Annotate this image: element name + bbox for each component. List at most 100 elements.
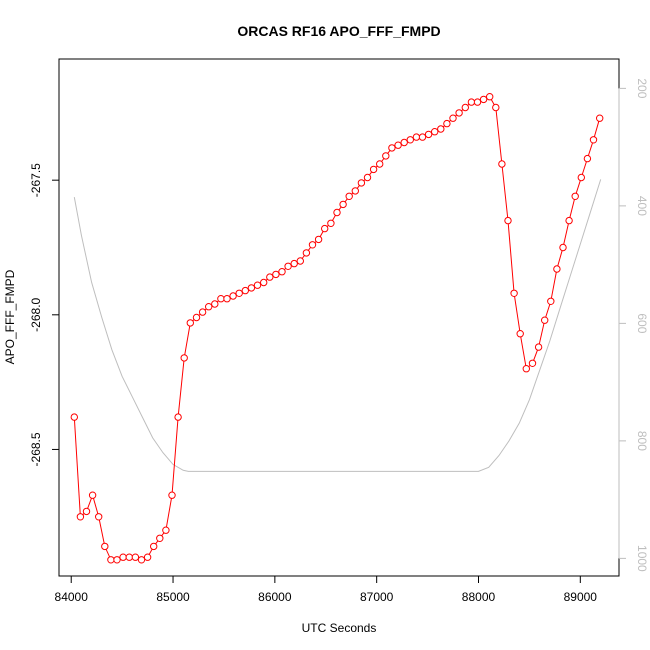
- data-point: [101, 542, 109, 551]
- main-series-layer: [70, 93, 604, 564]
- data-point: [241, 286, 250, 295]
- data-point: [583, 154, 592, 163]
- data-point: [406, 136, 414, 144]
- data-point: [400, 138, 408, 147]
- data-point: [412, 133, 421, 141]
- data-point: [229, 292, 237, 300]
- data-point: [376, 160, 384, 168]
- data-point: [290, 259, 298, 268]
- data-point: [150, 542, 158, 551]
- data-point: [205, 303, 213, 311]
- y-axis: -268.5 -268.0 -267.5: [29, 163, 60, 466]
- data-point: [461, 103, 469, 112]
- data-point: [528, 359, 537, 367]
- data-point: [541, 316, 549, 324]
- data-point: [162, 526, 170, 534]
- data-point: [260, 278, 268, 287]
- data-point: [333, 208, 341, 217]
- data-point: [137, 556, 146, 564]
- data-point: [186, 319, 195, 327]
- right-y-tick-label: 1000: [635, 545, 649, 572]
- data-point: [553, 265, 561, 273]
- data-point: [467, 98, 476, 106]
- data-point: [211, 300, 219, 308]
- right-y-tick-label: 600: [635, 313, 649, 333]
- data-point: [95, 513, 103, 521]
- data-point: [156, 534, 164, 542]
- data-point: [473, 98, 482, 106]
- right-y-tick-label: 200: [635, 78, 649, 98]
- data-point: [431, 128, 439, 136]
- right-y-axis: 200 400 600 800 1000: [618, 78, 649, 572]
- data-point: [357, 179, 366, 187]
- data-point: [308, 241, 317, 249]
- data-point: [388, 144, 396, 152]
- data-point: [321, 224, 329, 233]
- data-point: [131, 553, 140, 561]
- secondary-series-layer: [73, 179, 602, 472]
- x-tick-label: 84000: [55, 590, 89, 604]
- data-point: [143, 553, 152, 561]
- data-point: [76, 513, 85, 521]
- data-point: [266, 273, 274, 281]
- data-point: [168, 491, 176, 499]
- data-point: [394, 141, 402, 149]
- x-axis-label: UTC Seconds: [302, 621, 377, 635]
- data-point: [345, 192, 353, 201]
- data-point: [565, 216, 573, 225]
- data-point: [351, 187, 359, 195]
- data-point: [418, 133, 427, 141]
- data-point: [198, 308, 207, 316]
- data-point: [284, 262, 292, 270]
- x-tick-label: 89000: [564, 590, 598, 604]
- x-tick-label: 87000: [360, 590, 394, 604]
- data-point: [70, 413, 79, 421]
- chart-title: ORCAS RF16 APO_FFF_FMPD: [237, 23, 440, 39]
- data-point: [596, 114, 604, 122]
- data-point: [547, 297, 555, 305]
- y-tick-label: -268.0: [29, 297, 43, 331]
- data-point: [589, 136, 598, 144]
- data-point: [247, 284, 256, 292]
- data-point: [571, 192, 579, 201]
- x-tick-label: 86000: [258, 590, 292, 604]
- data-point: [180, 354, 188, 362]
- data-point: [577, 173, 585, 182]
- data-point: [278, 268, 286, 276]
- x-tick-label: 88000: [462, 590, 496, 604]
- y-axis-label: APO_FFF_FMPD: [3, 269, 17, 364]
- data-point: [339, 200, 347, 209]
- data-point: [125, 553, 134, 561]
- data-point: [296, 257, 304, 265]
- data-point: [492, 103, 500, 112]
- data-point: [455, 109, 463, 117]
- data-point: [363, 173, 372, 182]
- data-point: [107, 556, 115, 564]
- data-point: [522, 365, 530, 373]
- y-tick-label: -268.5: [29, 432, 43, 466]
- data-point: [504, 216, 512, 225]
- data-point: [302, 249, 311, 257]
- right-y-tick-label: 800: [635, 431, 649, 451]
- x-axis: 84000 85000 86000 87000 88000 89000: [55, 575, 598, 604]
- data-point: [119, 553, 127, 561]
- y-tick-label: -267.5: [29, 163, 43, 197]
- data-point: [443, 119, 451, 128]
- data-point: [437, 125, 445, 133]
- right-y-tick-label: 400: [635, 196, 649, 216]
- data-point: [516, 330, 524, 338]
- data-point: [174, 413, 182, 421]
- data-point: [510, 289, 518, 297]
- data-point: [217, 295, 225, 303]
- plot-frame: [58, 58, 620, 577]
- secondary-series-line: [73, 179, 602, 472]
- data-point: [235, 289, 243, 297]
- main-series-line: [73, 96, 601, 561]
- data-point: [253, 281, 262, 289]
- data-point: [192, 313, 201, 322]
- data-point: [113, 556, 121, 564]
- data-point: [486, 93, 494, 101]
- data-point: [223, 295, 231, 303]
- x-tick-label: 85000: [156, 590, 190, 604]
- data-point: [424, 130, 433, 139]
